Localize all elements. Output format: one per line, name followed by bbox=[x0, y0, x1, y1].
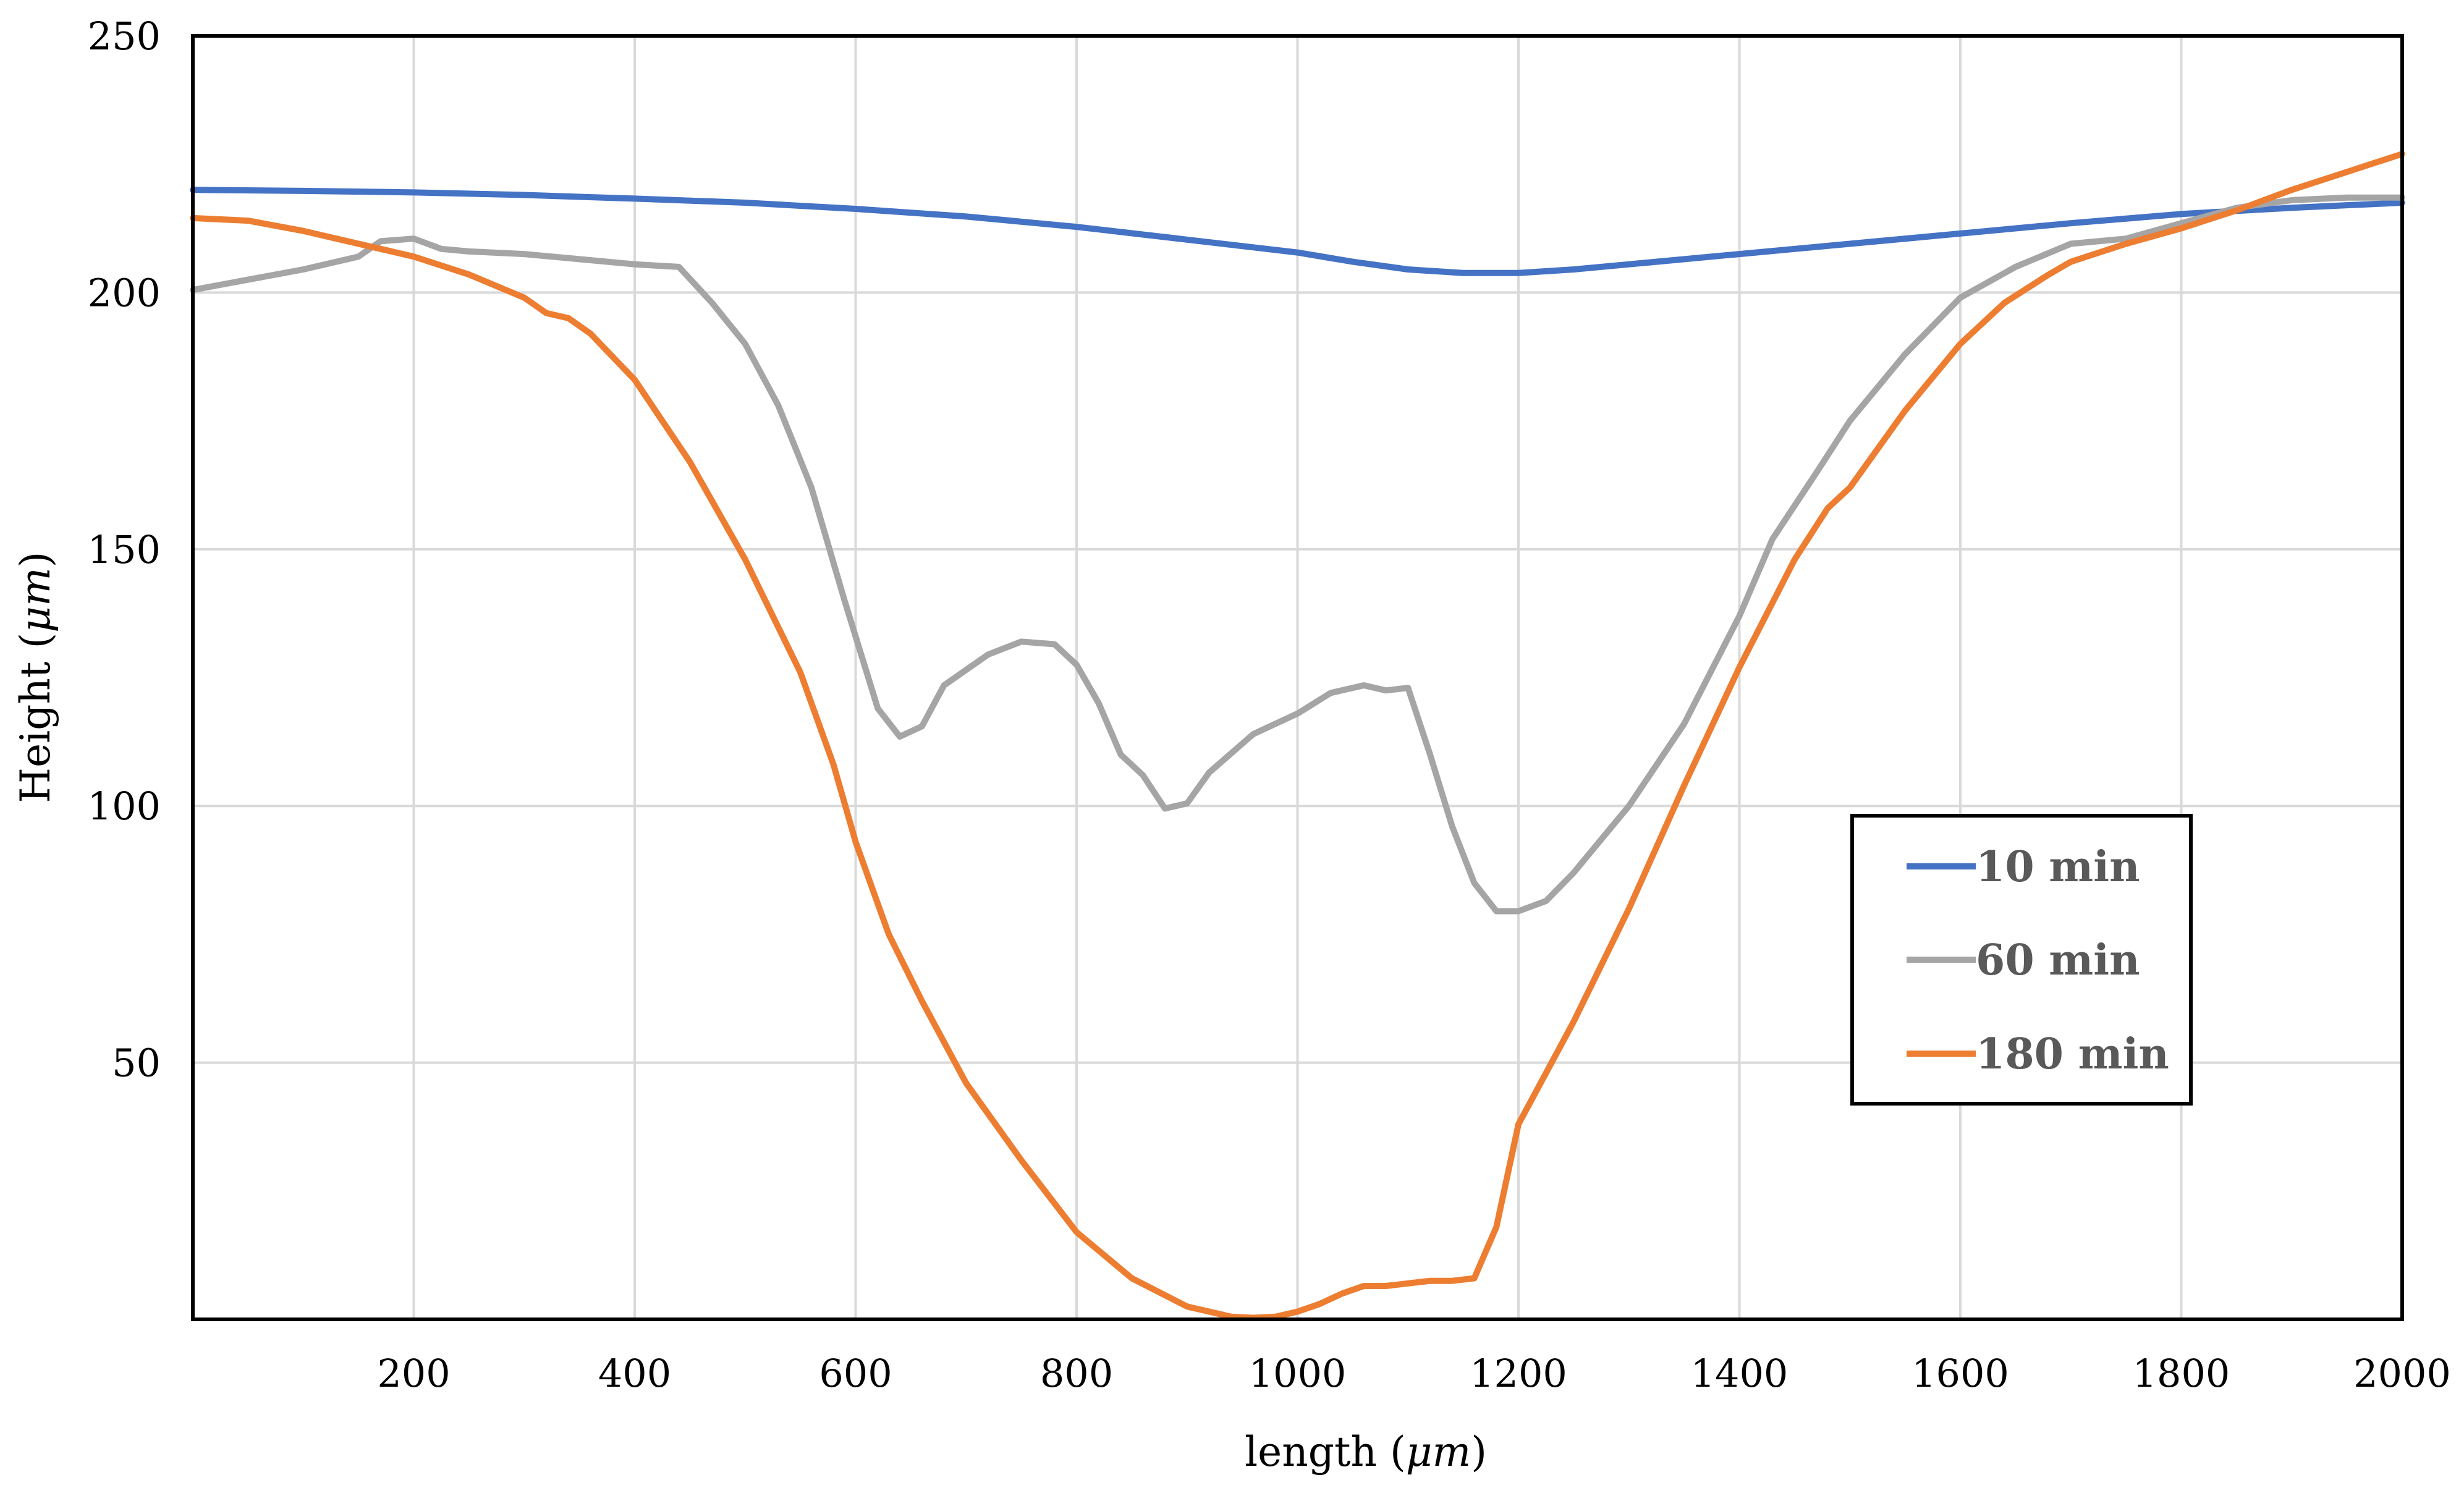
x-axis-ticks: 200 400 600 800 1000 1200 1400 1600 1800 2000 bbox=[377, 1351, 2451, 1396]
x-tick-label: 800 bbox=[1040, 1351, 1113, 1396]
legend: 10 min 60 min 180 min bbox=[1850, 814, 2193, 1106]
y-tick-label: 100 bbox=[88, 784, 161, 829]
x-tick-label: 1600 bbox=[1912, 1351, 2009, 1396]
y-tick-label: 250 bbox=[88, 14, 161, 59]
x-tick-label: 600 bbox=[819, 1351, 892, 1396]
plot-frame bbox=[191, 34, 2404, 1321]
series-line-60-min bbox=[190, 194, 2405, 915]
series-line-180-min bbox=[190, 151, 2405, 1321]
y-tick-label: 150 bbox=[88, 527, 161, 572]
x-tick-label: 400 bbox=[598, 1351, 671, 1396]
y-axis-title: Height (μm) bbox=[12, 552, 59, 803]
x-tick-label: 2000 bbox=[2353, 1351, 2451, 1396]
y-axis-ticks: 50 100 150 200 250 bbox=[88, 14, 161, 1086]
x-tick-label: 200 bbox=[377, 1351, 450, 1396]
legend-label-10-min: 10 min bbox=[1976, 842, 2140, 892]
gridlines bbox=[193, 36, 2402, 1319]
y-tick-label: 50 bbox=[112, 1041, 161, 1086]
x-tick-label: 1200 bbox=[1470, 1351, 1567, 1396]
legend-label-60-min: 60 min bbox=[1976, 936, 2140, 985]
x-tick-label: 1000 bbox=[1249, 1351, 1347, 1396]
x-tick-label: 1400 bbox=[1691, 1351, 1789, 1396]
y-tick-label: 200 bbox=[88, 270, 161, 315]
legend-label-180-min: 180 min bbox=[1976, 1030, 2169, 1079]
x-tick-label: 1800 bbox=[2133, 1351, 2230, 1396]
series-line-10-min bbox=[190, 187, 2405, 276]
series-lines bbox=[190, 151, 2405, 1321]
x-axis-title: length (μm) bbox=[1245, 1428, 1487, 1476]
